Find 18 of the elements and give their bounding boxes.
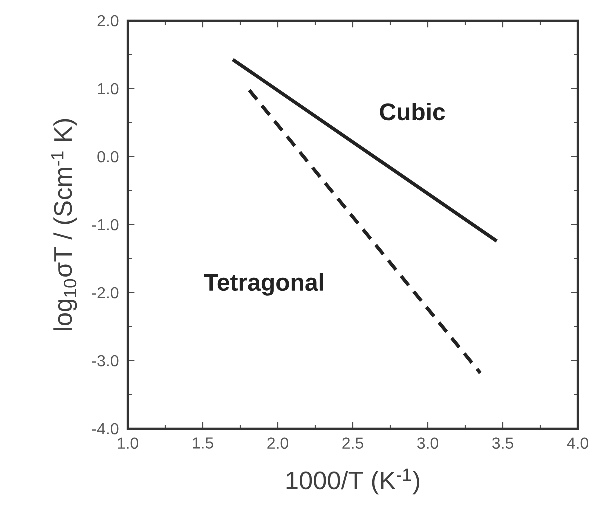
- x-tick-label: 2.0: [268, 438, 289, 450]
- y-tick-label: 2.0: [98, 15, 119, 27]
- x-tick-label: 3.0: [417, 438, 439, 450]
- x-axis-title: 1000/T (K$^{-1}$): [286, 468, 420, 495]
- y-tick-label: 0.0: [98, 151, 119, 163]
- y-tick-label: -3.0: [92, 355, 119, 367]
- x-tick-label: 4.0: [567, 438, 589, 450]
- x-tick-label: 2.5: [342, 438, 364, 450]
- x-tick-label: 1.5: [193, 438, 214, 449]
- text: Tetragonal: [204, 273, 324, 296]
- x-tick-label: 1.0: [118, 438, 139, 450]
- y-axis-title: log$_{10}$σT / (Scm$^{-1}$ K): [51, 119, 78, 330]
- series-label: Cubic: [380, 103, 446, 121]
- y-tick-label: 1.0: [98, 83, 119, 95]
- y-tick-label: -2.0: [92, 287, 119, 299]
- x-tick-label: 3.5: [492, 438, 514, 450]
- y-tick-label: -4.0: [92, 423, 119, 435]
- y-tick-label: -1.0: [92, 219, 119, 231]
